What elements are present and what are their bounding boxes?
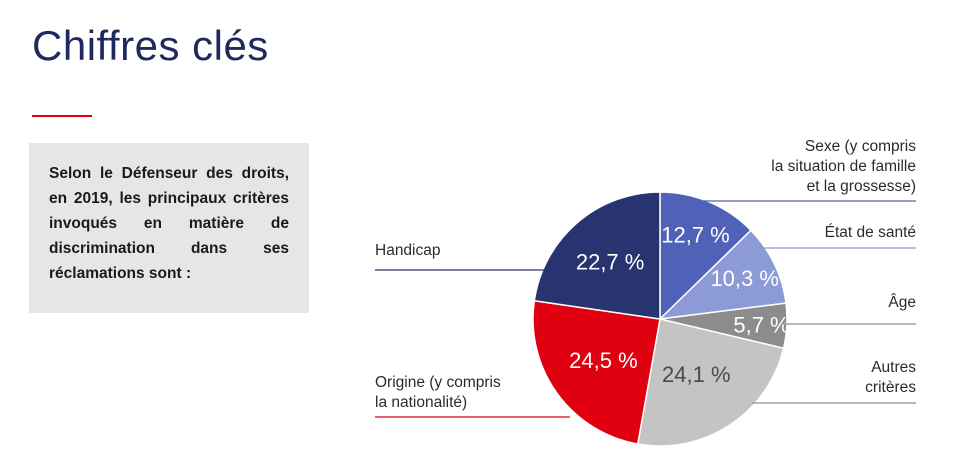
slice-percent-label: 10,3 %: [710, 266, 779, 291]
slice-category-label: Autres: [871, 359, 916, 376]
slice-percent-label: 12,7 %: [661, 223, 730, 248]
slice-category-label: Origine (y compris: [375, 374, 501, 391]
intro-text: Selon le Défenseur des droits, en 2019, …: [49, 165, 289, 282]
pie-slice: [636, 318, 785, 447]
pie-slice: [532, 299, 661, 445]
slice-percent-label: 22,7 %: [576, 249, 645, 274]
pie-slice: [533, 191, 661, 320]
slice-category-label: la situation de famille: [771, 158, 916, 175]
slice-category-label: État de santé: [825, 224, 916, 241]
slice-category-label: la nationalité): [375, 394, 467, 411]
slice-percent-label: 24,5 %: [569, 348, 638, 373]
slice-percent-label: 24,1 %: [662, 362, 731, 387]
page-title: Chiffres clés: [32, 22, 269, 69]
pie-slice: [657, 229, 787, 321]
pie-slice: [659, 191, 752, 321]
slice-category-label: et la grossesse): [807, 178, 916, 195]
slice-category-label: Âge: [888, 294, 916, 311]
slice-percent-label: 5,7 %: [733, 312, 789, 337]
title-underline: [32, 115, 92, 117]
intro-box: Selon le Défenseur des droits, en 2019, …: [29, 143, 309, 313]
slice-category-label: Sexe (y compris: [805, 138, 916, 155]
slice-category-label: critères: [865, 379, 916, 396]
slice-category-label: Handicap: [375, 242, 441, 259]
